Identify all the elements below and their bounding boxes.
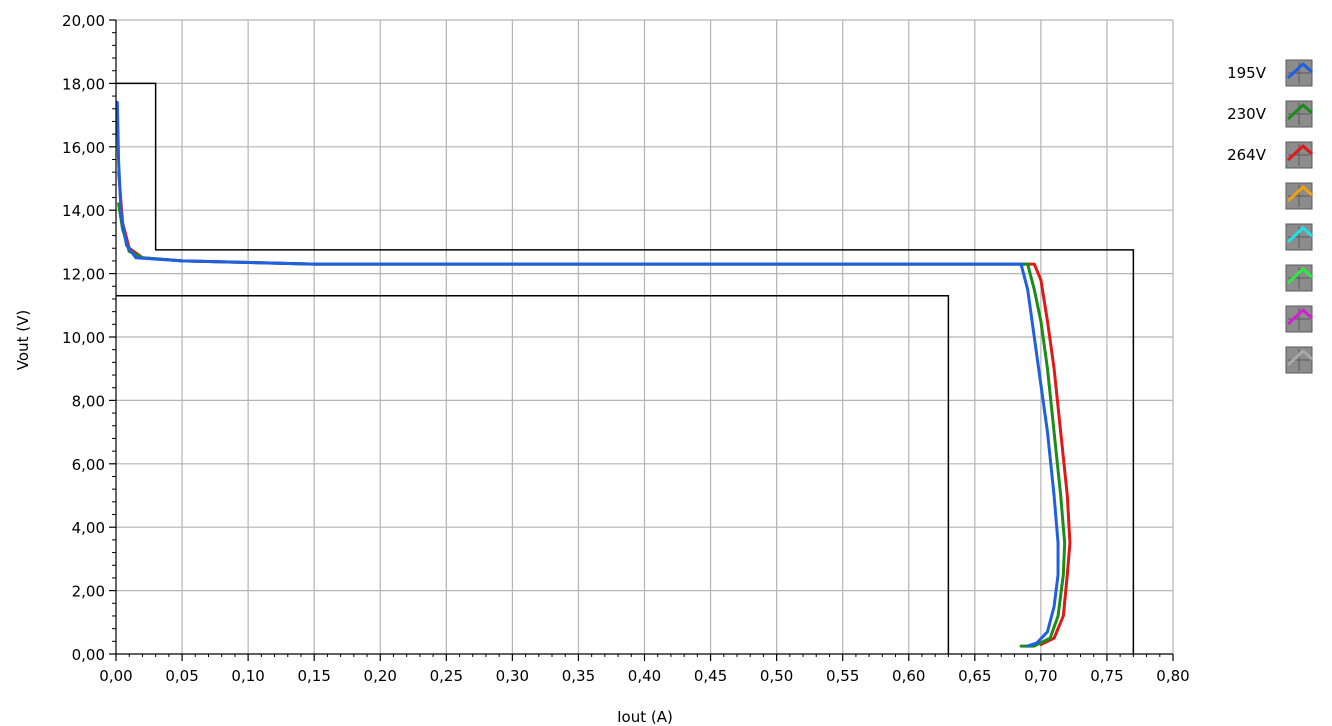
legend-swatch-glyph (1286, 103, 1313, 121)
x-tick-labels: 0,00 0,05 0,10 0,15 0,20 0,25 0,30 0,35 0,40 0,45… (99, 667, 1189, 685)
x-tick-label: 0,10 (231, 667, 264, 685)
limit-lines (116, 82, 1135, 654)
series-line-195V (115, 100, 1060, 648)
y-tick-label: 2,00 (72, 583, 105, 601)
legend-label: 230V (1227, 105, 1267, 123)
series-line-264V (117, 170, 1072, 646)
series-layer (115, 100, 1072, 648)
y-tick-label: 4,00 (72, 519, 105, 537)
legend-swatch[interactable] (1285, 182, 1313, 210)
legend-swatch[interactable] (1285, 59, 1313, 87)
y-tick-label: 16,00 (62, 139, 105, 157)
legend-swatch-glyph (1286, 62, 1313, 80)
y-tick-label: 10,00 (62, 329, 105, 347)
legend-swatch[interactable] (1285, 264, 1313, 292)
legend: 195V 230V 264V (1227, 59, 1313, 374)
x-tick-label: 0,50 (760, 667, 793, 685)
x-tick-label: 0,25 (430, 667, 463, 685)
x-tick-label: 0,00 (99, 667, 132, 685)
x-tick-label: 0,55 (826, 667, 859, 685)
legend-swatch-glyph (1286, 267, 1313, 285)
legend-swatch-glyph (1286, 185, 1313, 203)
series-line-230V (117, 202, 1067, 648)
y-tick-label: 12,00 (62, 266, 105, 284)
legend-label: 195V (1227, 64, 1267, 82)
y-tick-label: 20,00 (62, 12, 105, 30)
y-tick-label: 0,00 (72, 646, 105, 664)
legend-swatch-glyph (1286, 349, 1313, 367)
x-tick-label: 0,35 (562, 667, 595, 685)
legend-swatch-glyph (1286, 226, 1313, 244)
x-tick-label: 0,75 (1090, 667, 1123, 685)
y-tick-labels: 0,00 2,00 4,00 6,00 8,00 10,00 12,00 14,00 16,00… (62, 12, 105, 664)
x-tick-label: 0,60 (892, 667, 925, 685)
legend-swatch[interactable] (1285, 346, 1313, 374)
axes (109, 19, 1174, 661)
legend-swatch-glyph (1286, 144, 1313, 162)
y-tick-label: 18,00 (62, 75, 105, 93)
y-tick-label: 14,00 (62, 202, 105, 220)
x-tick-label: 0,20 (364, 667, 397, 685)
x-tick-label: 0,65 (958, 667, 991, 685)
y-axis-title: Vout (V) (14, 310, 32, 370)
legend-swatch[interactable] (1285, 305, 1313, 333)
legend-swatch[interactable] (1285, 141, 1313, 169)
upper-limit-line (116, 82, 1135, 654)
x-tick-label: 0,30 (496, 667, 529, 685)
x-tick-label: 0,45 (694, 667, 727, 685)
lower-limit-line (116, 295, 950, 654)
x-tick-label: 0,15 (297, 667, 330, 685)
x-axis-title: Iout (A) (617, 708, 673, 726)
legend-swatch-glyph (1286, 308, 1313, 326)
legend-swatch[interactable] (1285, 100, 1313, 128)
x-tick-label: 0,80 (1156, 667, 1189, 685)
grid (116, 19, 1174, 654)
y-tick-label: 8,00 (72, 392, 105, 410)
x-tick-label: 0,05 (165, 667, 198, 685)
legend-swatch[interactable] (1285, 223, 1313, 251)
legend-label: 264V (1227, 146, 1267, 164)
x-tick-label: 0,70 (1024, 667, 1057, 685)
y-tick-label: 6,00 (72, 456, 105, 474)
x-tick-label: 0,40 (628, 667, 661, 685)
